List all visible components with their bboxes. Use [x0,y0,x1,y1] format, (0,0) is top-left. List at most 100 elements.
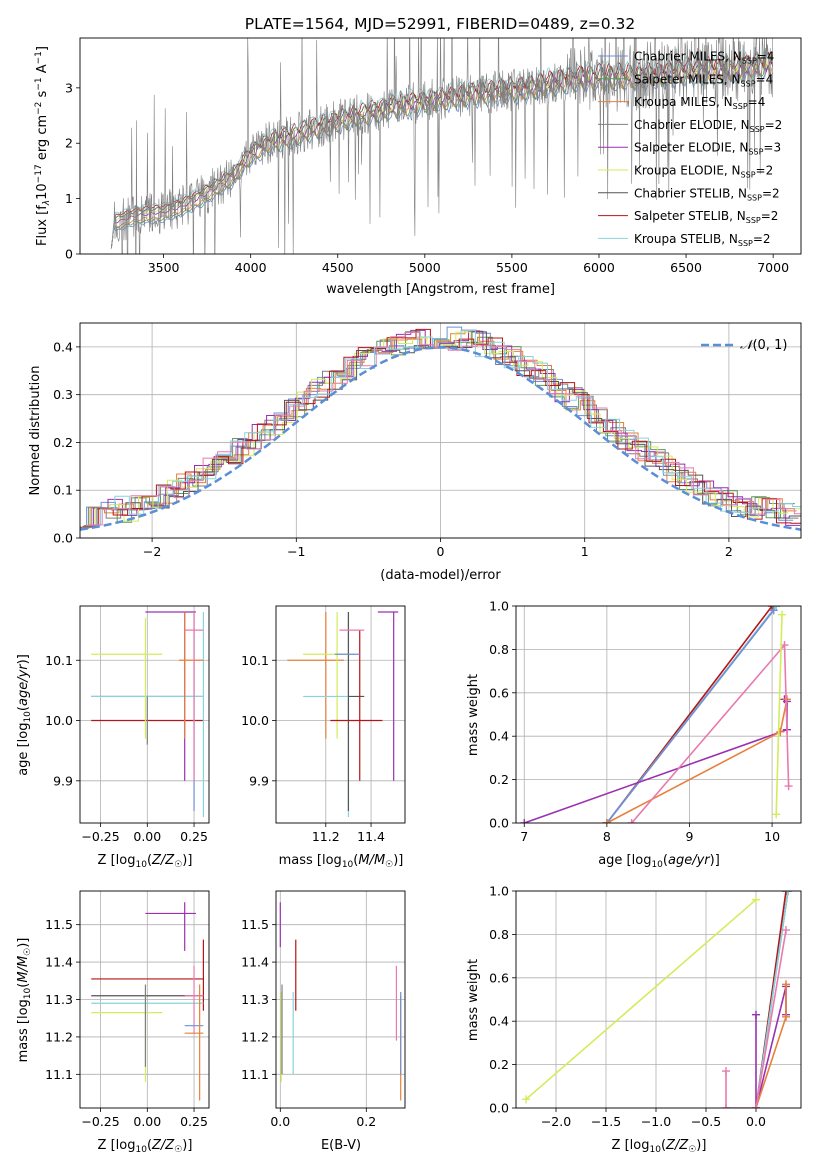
y-tick-label: 0.6 [489,970,509,985]
histogram-step [80,331,795,529]
x-tick-label: 0.00 [133,829,161,844]
weight-marker [602,819,611,823]
y-tick-label: 1 [65,191,73,206]
frame-mass_weight_vs_age: 7 8 9 10 0.0 0.2 0.4 0.6 0.8 1.0 age [log10(age/yr… [466,599,802,870]
x-tick-label: 0.00 [133,1114,161,1129]
frame-mass_vs_z: −0.25 0.00 0.25 11.1 11.2 11.3 11.4 11.5 Z [log1… [16,890,210,1155]
plot-spectrum [110,38,774,254]
weight-line [525,899,757,1100]
weight-line [775,614,783,815]
plot-frame [79,322,802,539]
legend-entry: 𝒩(0, 1) [740,338,787,353]
x-tick-label: 6500 [670,260,702,275]
x-tick-label: 11.4 [357,829,385,844]
weight-marker [752,1010,760,1019]
figure-title: PLATE=1564, MJD=52991, FIBERID=0489, z=0… [245,15,635,33]
x-tick-label: −1.0 [641,1114,671,1129]
x-tick-label: −0.25 [81,829,119,844]
grid-mass_weight_vs_z [516,890,801,1109]
x-tick-label: 0.0 [270,1114,290,1129]
weight-marker [782,891,790,895]
x-axis-label: E(B-V) [321,1138,361,1153]
weight-series [602,695,791,823]
legend: Chabrier MILES, NSSP=4 Salpeter MILES, NS… [598,50,782,248]
errorbar-point [377,611,399,781]
weight-marker [752,1104,760,1108]
errorbar-point [184,612,204,781]
x-tick-label: 11.2 [312,829,340,844]
axes-age_vs_mass: 11.2 11.4 9.9 10.0 10.1 mass [log10(M/M☉)] [241,605,406,870]
plot-residuals [80,326,801,531]
y-axis-label: age [log10(age/yr)] [16,654,33,776]
x-axis-label: (data-model)/error [380,568,501,583]
weight-series [522,895,760,1104]
histogram-step [80,326,794,530]
spectrum-data-line [111,38,773,254]
axes-spectrum: 3500 4000 4500 5000 5500 6000 6500 7000 0 1 2 3 wave… [34,37,802,297]
weight-marker [522,1095,530,1104]
x-tick-label: 9 [686,829,694,844]
grid-mass_weight_vs_age [516,605,801,824]
grid-age_vs_z [80,606,209,823]
weight-marker [722,1104,730,1108]
weight-marker [769,606,778,615]
y-axis-label: mass weight [466,674,481,756]
plot-age_vs_mass [287,611,399,817]
plot-frame [79,605,210,824]
legend-entry: Chabrier STELIB, NSSP=2 [634,186,780,202]
axes-mass_vs_z: −0.25 0.00 0.25 11.1 11.2 11.3 11.4 11.5 Z [log1… [16,890,210,1155]
errorbar-point [347,612,365,811]
y-tick-label: 0.4 [489,1014,509,1029]
y-axis-label: mass [log10(M/M☉)] [16,938,33,1063]
weight-marker [627,819,636,823]
weight-marker [772,606,781,610]
x-tick-label: 3500 [148,260,180,275]
y-tick-label: 0.4 [489,729,509,744]
weight-line [631,643,790,823]
weight-marker [782,695,791,704]
axes-mass_vs_ebv: 0.0 0.2 11.1 11.2 11.3 11.4 11.5 E(B-V) [241,890,406,1153]
y-tick-label: 11.2 [45,1029,73,1044]
weight-marker [722,1067,730,1076]
x-tick-label: 0.2 [356,1114,376,1129]
weight-series [772,610,786,819]
frame-spectrum: 3500 4000 4500 5000 5500 6000 6500 7000 0 1 2 3 wave… [34,37,802,297]
plot-mass_vs_ebv [279,902,402,1101]
weight-series [722,926,790,1108]
histogram-step [87,332,801,526]
y-tick-label: 0 [65,247,73,262]
plot-frame [79,890,210,1109]
plot-mass_weight_vs_z [522,891,792,1108]
y-tick-label: 0.2 [53,435,73,450]
frame-age_vs_z: −0.25 0.00 0.25 9.9 10.0 10.1 Z [log10(Z/Z☉)] a… [16,605,210,870]
legend-entry: Chabrier MILES, NSSP=4 [634,50,774,66]
y-tick-label: 11.3 [45,992,73,1007]
errorbar-point [184,984,204,1101]
errorbar-point [330,630,383,781]
x-tick-label: 5000 [409,260,441,275]
y-tick-label: 11.4 [45,955,73,970]
x-tick-label: 8 [603,829,611,844]
legend-entry: Chabrier ELODIE, NSSP=2 [634,118,782,134]
weight-marker [782,1012,790,1021]
x-tick-label: −0.5 [691,1114,721,1129]
x-tick-label: 4500 [322,260,354,275]
y-tick-label: 0.0 [489,1101,509,1116]
y-tick-label: 11.1 [241,1067,269,1082]
weight-marker [784,782,793,791]
y-tick-label: 10.0 [241,713,269,728]
axes-mass_weight_vs_age: 7 8 9 10 0.0 0.2 0.4 0.6 0.8 1.0 age [log10(age/yr… [466,599,802,870]
x-axis-label: Z [log10(Z/Z☉)] [98,1138,193,1155]
y-tick-label: 1.0 [489,884,509,899]
x-tick-label: 0.25 [180,829,208,844]
x-tick-label: −2 [143,544,161,559]
y-tick-label: 10.0 [45,713,73,728]
plot-frame [515,890,802,1109]
frame-age_vs_mass: 11.2 11.4 9.9 10.0 10.1 mass [log10(M/M☉)] [241,605,406,870]
y-tick-label: 0.6 [489,685,509,700]
y-tick-label: 0.8 [489,642,509,657]
weight-marker [752,895,760,904]
legend-entry: Kroupa STELIB, NSSP=2 [634,232,771,248]
y-tick-label: 11.2 [241,1029,269,1044]
